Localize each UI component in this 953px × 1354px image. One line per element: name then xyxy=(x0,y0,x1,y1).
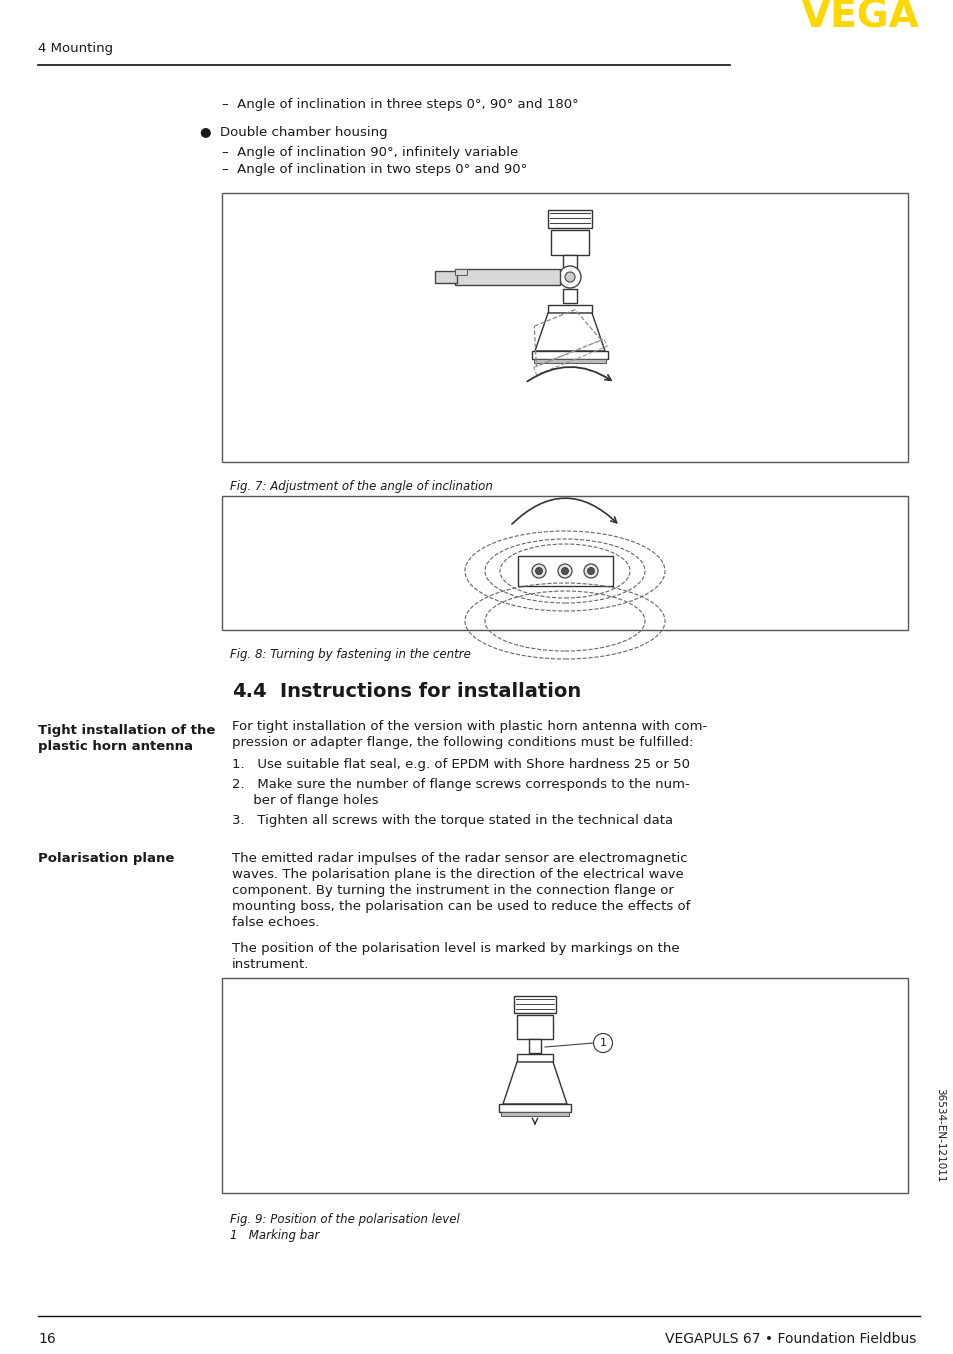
Text: Tight installation of the: Tight installation of the xyxy=(38,724,215,737)
Circle shape xyxy=(561,567,568,574)
Circle shape xyxy=(587,567,594,574)
Text: 36534-EN-121011: 36534-EN-121011 xyxy=(934,1087,944,1182)
Text: plastic horn antenna: plastic horn antenna xyxy=(38,741,193,753)
Bar xyxy=(534,359,605,363)
Circle shape xyxy=(564,272,575,282)
Text: 1: 1 xyxy=(598,1039,606,1048)
Bar xyxy=(532,351,607,359)
Text: The emitted radar impulses of the radar sensor are electromagnetic: The emitted radar impulses of the radar … xyxy=(232,852,687,865)
Text: 3.   Tighten all screws with the torque stated in the technical data: 3. Tighten all screws with the torque st… xyxy=(232,814,673,827)
Bar xyxy=(514,997,556,1013)
Text: false echoes.: false echoes. xyxy=(232,917,319,929)
Bar xyxy=(547,210,592,227)
Bar xyxy=(222,496,907,630)
Circle shape xyxy=(593,1033,612,1052)
Bar xyxy=(529,1039,540,1053)
Bar xyxy=(547,305,592,313)
Text: 2.   Make sure the number of flange screws corresponds to the num-: 2. Make sure the number of flange screws… xyxy=(232,779,689,791)
Bar xyxy=(551,230,588,255)
Polygon shape xyxy=(535,313,604,351)
Text: 4.4: 4.4 xyxy=(232,682,266,701)
Bar xyxy=(222,978,907,1193)
Text: –  Angle of inclination in two steps 0° and 90°: – Angle of inclination in two steps 0° a… xyxy=(222,162,527,176)
Bar xyxy=(517,556,613,586)
Bar xyxy=(498,1104,571,1112)
Text: Instructions for installation: Instructions for installation xyxy=(280,682,580,701)
Text: 4 Mounting: 4 Mounting xyxy=(38,42,113,56)
Text: –  Angle of inclination 90°, infinitely variable: – Angle of inclination 90°, infinitely v… xyxy=(222,146,517,158)
Text: ber of flange holes: ber of flange holes xyxy=(232,793,378,807)
Text: mounting boss, the polarisation can be used to reduce the effects of: mounting boss, the polarisation can be u… xyxy=(232,900,690,913)
Bar xyxy=(435,271,456,283)
Text: –  Angle of inclination in three steps 0°, 90° and 180°: – Angle of inclination in three steps 0°… xyxy=(222,97,578,111)
Bar xyxy=(222,194,907,462)
Circle shape xyxy=(532,565,545,578)
Text: Fig. 7: Adjustment of the angle of inclination: Fig. 7: Adjustment of the angle of incli… xyxy=(230,481,493,493)
Circle shape xyxy=(583,565,598,578)
Circle shape xyxy=(558,565,572,578)
Text: 16: 16 xyxy=(38,1332,55,1346)
Text: VEGA: VEGA xyxy=(801,0,919,37)
Text: Fig. 9: Position of the polarisation level: Fig. 9: Position of the polarisation lev… xyxy=(230,1213,459,1225)
Bar xyxy=(562,255,577,274)
Text: For tight installation of the version with plastic horn antenna with com-: For tight installation of the version wi… xyxy=(232,720,706,733)
Bar xyxy=(455,269,559,284)
Circle shape xyxy=(558,265,580,288)
Bar xyxy=(517,1016,553,1039)
Bar xyxy=(517,1053,553,1062)
Bar xyxy=(562,288,577,303)
Circle shape xyxy=(535,567,542,574)
Text: Polarisation plane: Polarisation plane xyxy=(38,852,174,865)
Text: waves. The polarisation plane is the direction of the electrical wave: waves. The polarisation plane is the dir… xyxy=(232,868,683,881)
Text: The position of the polarisation level is marked by markings on the: The position of the polarisation level i… xyxy=(232,942,679,955)
Bar xyxy=(455,269,467,275)
Text: VEGAPULS 67 • Foundation Fieldbus: VEGAPULS 67 • Foundation Fieldbus xyxy=(664,1332,915,1346)
Text: pression or adapter flange, the following conditions must be fulfilled:: pression or adapter flange, the followin… xyxy=(232,737,693,749)
Bar xyxy=(500,1112,568,1116)
Text: component. By turning the instrument in the connection flange or: component. By turning the instrument in … xyxy=(232,884,673,896)
Text: 1   Marking bar: 1 Marking bar xyxy=(230,1229,319,1242)
Text: Fig. 8: Turning by fastening in the centre: Fig. 8: Turning by fastening in the cent… xyxy=(230,649,471,661)
Text: 1.   Use suitable flat seal, e.g. of EPDM with Shore hardness 25 or 50: 1. Use suitable flat seal, e.g. of EPDM … xyxy=(232,758,689,770)
Text: ●  Double chamber housing: ● Double chamber housing xyxy=(200,126,387,139)
Text: instrument.: instrument. xyxy=(232,959,309,971)
Polygon shape xyxy=(502,1062,566,1104)
